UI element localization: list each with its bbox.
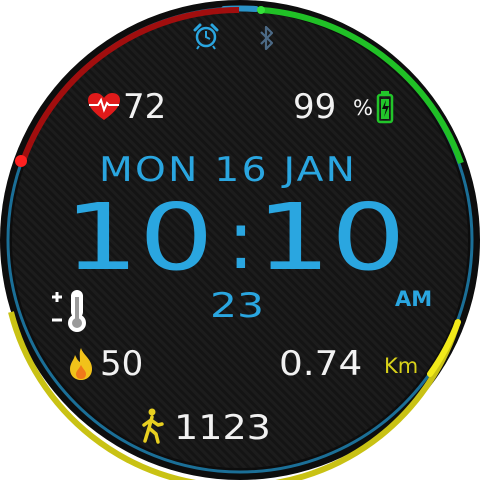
time-minutes: 10 [256, 184, 406, 291]
carbon-dial [12, 12, 468, 468]
alarm-clock-icon[interactable] [192, 22, 220, 50]
distance-unit: Km [384, 354, 419, 378]
green-arc-dot [257, 6, 265, 14]
calories-value: 50 [100, 344, 144, 384]
steps-value: 1123 [174, 408, 271, 448]
walking-person-icon [142, 408, 164, 444]
yellow-arc [8, 311, 461, 480]
distance-value: 0.74 [279, 344, 363, 384]
battery-value: 99 [293, 87, 337, 127]
heart-rate-value: 72 [123, 87, 167, 127]
battery-icon [376, 91, 394, 124]
battery-unit: % [353, 96, 373, 120]
ampm-indicator: AM [395, 287, 433, 311]
time-seconds: 23 [210, 286, 265, 326]
date-label: MON 16 JAN [99, 150, 358, 190]
heart-pulse-icon [88, 93, 120, 120]
time-hours: 10 [64, 184, 214, 291]
yellow-arc-highlight [427, 319, 461, 377]
bluetooth-icon[interactable] [258, 25, 276, 51]
red-arc [20, 7, 240, 163]
red-arc-dot [15, 155, 27, 167]
green-arc [261, 7, 464, 165]
flame-icon [70, 348, 92, 380]
thermometer-icon[interactable] [47, 287, 95, 333]
time-separator: : [227, 193, 255, 288]
